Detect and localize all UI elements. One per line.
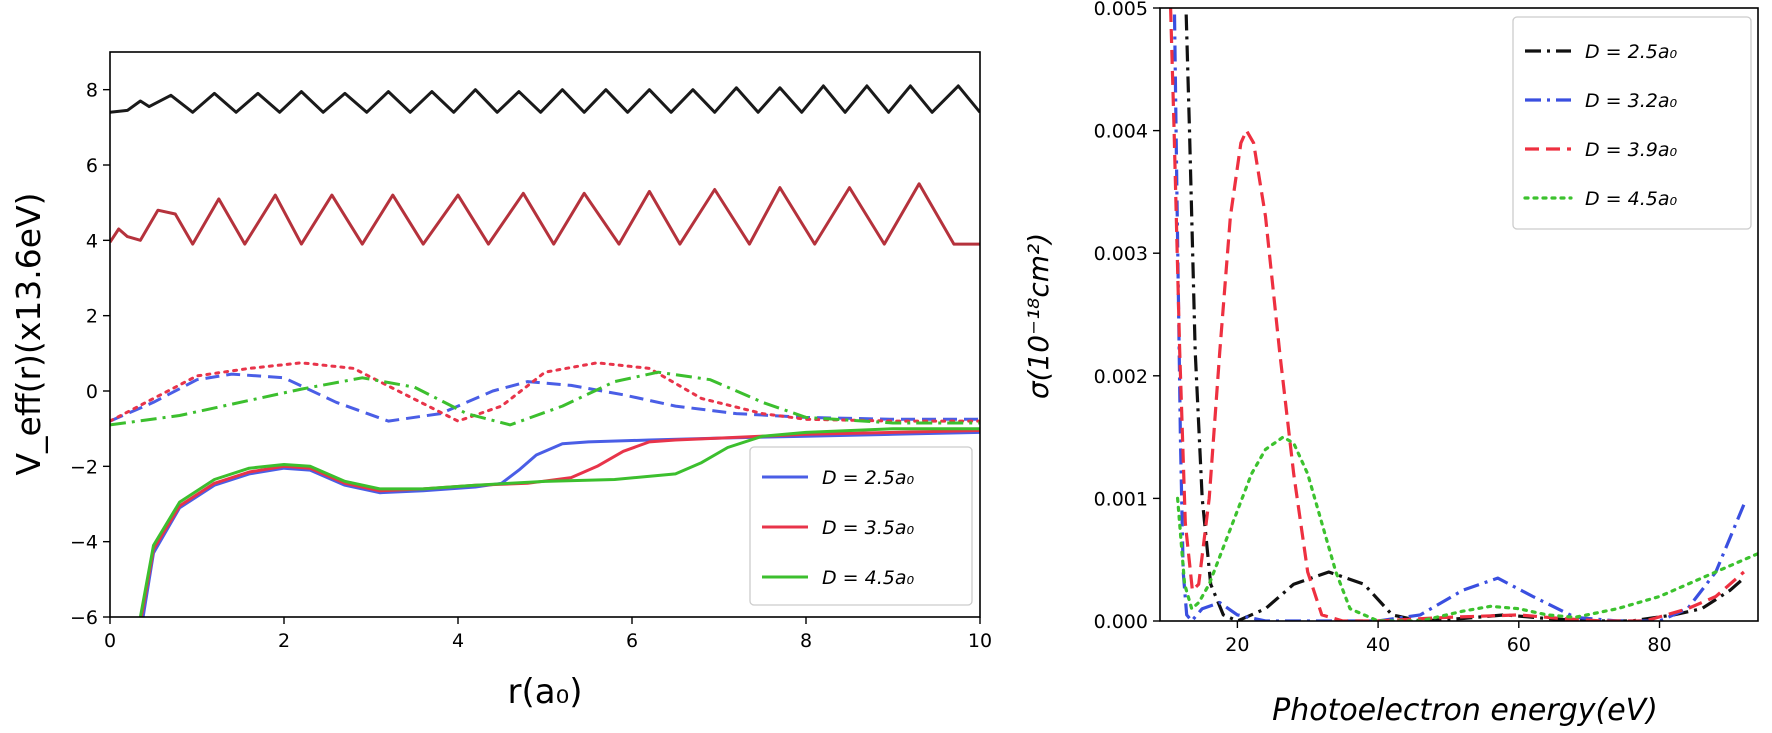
chart2-y-ticks: 0.000 0.001 0.002 0.003 0.004 0.005 — [1094, 0, 1160, 633]
chart1-legend: D = 2.5a₀ D = 3.5a₀ D = 4.5a₀ — [749, 446, 973, 606]
chart1-series-line-3 — [110, 372, 980, 423]
chart1-y-tick-label-5: 4 — [86, 230, 98, 252]
chart-photoionization-cross-section: 20 40 60 80 0.0000.0010.0020.0030.0040.005 … — [1022, 0, 1759, 728]
chart2-y-tick-label-2: 0.002 — [1094, 366, 1148, 388]
chart2-x-tick-label-1: 40 — [1366, 634, 1390, 656]
chart2-legend: D = 2.5a₀ D = 3.2a₀ D = 3.9a₀ D = 4.5a₀ — [1512, 16, 1752, 230]
chart-effective-potential: 0 2 4 6 8 10 −6 −4 −2 0 2 4 6 8 r(a₀) V_eff(r)(x13.6… — [9, 51, 992, 712]
chart1-y-axis-label: V_eff(r)(x13.6eV) — [9, 192, 48, 475]
chart2-y-tick-label-1: 0.001 — [1094, 488, 1148, 510]
chart2-x-tick-label-2: 60 — [1507, 634, 1531, 656]
chart2-y-axis-label: σ(10⁻¹⁸cm²) — [1022, 233, 1055, 399]
chart1-x-tick-label-4: 8 — [800, 630, 812, 652]
chart2-x-ticks: 20 40 60 80 — [1225, 621, 1672, 656]
chart2-x-tick-label-3: 80 — [1647, 634, 1671, 656]
chart1-legend-box — [749, 446, 973, 606]
chart2-legend-label-1: D = 3.2a₀ — [1585, 90, 1677, 112]
chart2-y-tick-label-0: 0.000 — [1094, 611, 1148, 633]
chart2-legend-label-2: D = 3.9a₀ — [1585, 139, 1677, 161]
chart2-y-tick-label-5: 0.005 — [1094, 0, 1148, 20]
chart1-y-tick-label-1: −4 — [70, 532, 98, 554]
chart2-series-group — [1169, 8, 1758, 621]
chart1-y-tick-label-2: −2 — [70, 456, 98, 478]
chart2-legend-label-0: D = 2.5a₀ — [1585, 41, 1677, 63]
chart1-x-axis-label: r(a₀) — [508, 672, 583, 712]
chart2-series-line-3 — [1176, 435, 1758, 621]
chart1-y-tick-label-0: −6 — [70, 607, 98, 629]
chart1-y-tick-label-6: 6 — [86, 155, 98, 177]
chart1-plot-frame — [109, 51, 981, 618]
chart1-series-line-5 — [110, 370, 980, 427]
chart1-x-tick-label-3: 6 — [626, 630, 638, 652]
chart1-legend-label-1: D = 3.5a₀ — [822, 517, 914, 539]
chart2-x-axis-label: Photoelectron energy(eV) — [1272, 693, 1658, 728]
chart1-series-line-2 — [138, 427, 980, 617]
chart1-y-tick-label-7: 8 — [86, 80, 98, 102]
chart1-x-tick-label-2: 4 — [452, 630, 464, 652]
chart1-series-line-7 — [110, 182, 980, 246]
chart2-y-tick-label-3: 0.003 — [1094, 243, 1148, 265]
chart2-series-line-2 — [1169, 8, 1745, 621]
chart2-plot-frame — [1159, 7, 1759, 622]
chart1-x-ticks: 0 2 4 6 8 10 — [104, 617, 992, 652]
chart1-legend-label-0: D = 2.5a₀ — [822, 467, 914, 489]
chart1-series-line-6 — [110, 84, 980, 114]
chart2-y-tick-label-4: 0.004 — [1094, 121, 1148, 143]
chart1-x-tick-label-1: 2 — [278, 630, 290, 652]
chart1-x-tick-label-0: 0 — [104, 630, 116, 652]
chart1-y-ticks: −6 −4 −2 0 2 4 6 8 — [70, 80, 110, 629]
chart2-legend-label-3: D = 4.5a₀ — [1585, 188, 1677, 210]
chart1-x-tick-label-5: 10 — [968, 630, 992, 652]
chart1-y-tick-label-3: 0 — [86, 381, 98, 403]
chart1-y-tick-label-4: 2 — [86, 306, 98, 328]
chart1-legend-label-2: D = 4.5a₀ — [822, 567, 914, 589]
chart2-legend-box — [1512, 16, 1752, 230]
chart1-series-group — [110, 84, 980, 617]
chart2-x-tick-label-0: 20 — [1225, 634, 1249, 656]
chart1-series-line-4 — [110, 361, 980, 423]
